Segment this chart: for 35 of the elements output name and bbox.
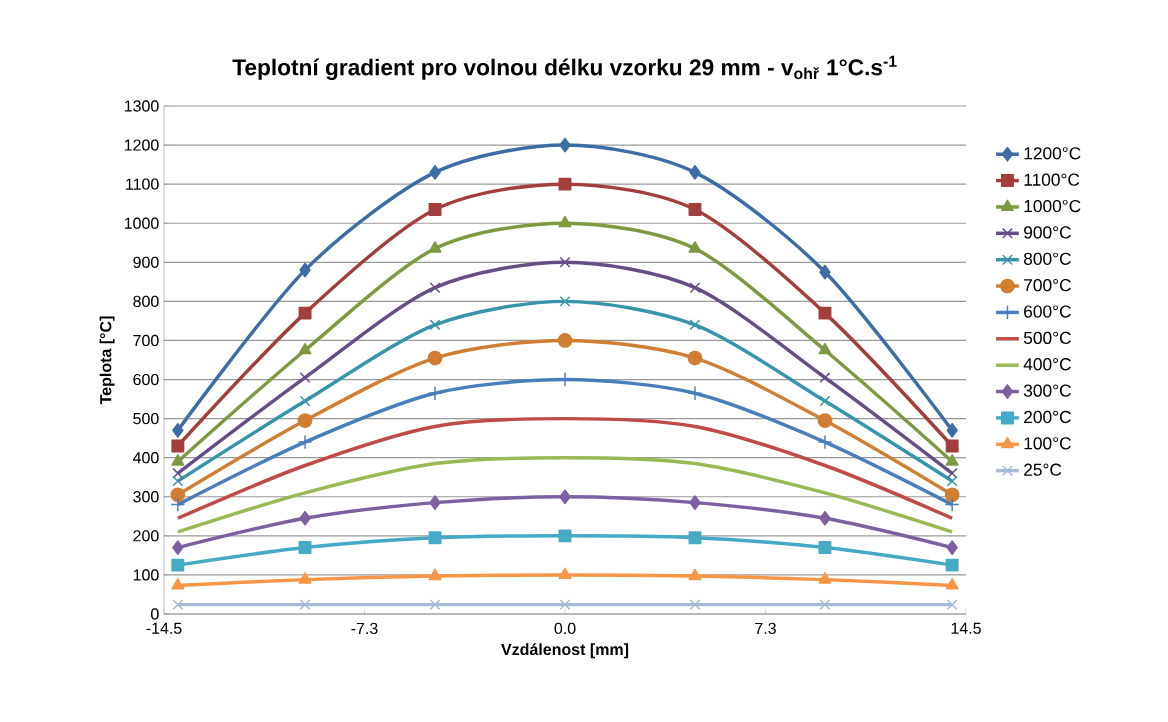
y-axis-title: Teplota [°C] <box>99 316 115 405</box>
y-tick-label: 1100 <box>126 178 159 190</box>
legend-label: 1200°C <box>1024 147 1081 160</box>
legend-label: 200°C <box>1024 410 1071 424</box>
legend-label: 700°C <box>1024 279 1071 292</box>
legend-label: 300°C <box>1023 384 1071 397</box>
legend-label: 500°C <box>1023 331 1071 345</box>
y-tick-label: 600 <box>133 373 159 386</box>
legend-label: 400°C <box>1023 358 1071 371</box>
y-tick-label: 1200 <box>124 139 159 151</box>
chart-title: Teplotní gradient pro volnou délku vzorku 29 mm - v$_{ohř}$ 1°C.s$^{-1}$ <box>232 55 897 80</box>
y-tick-label: 300 <box>133 491 159 503</box>
legend-label: 1000°C <box>1024 199 1081 213</box>
y-tick-label: 800 <box>133 295 159 308</box>
y-tick-label: 200 <box>133 530 159 542</box>
legend-label: 800°C <box>1023 252 1071 265</box>
y-tick-label: 1000 <box>124 217 159 229</box>
x-tick-label: -14.5 <box>146 622 182 634</box>
y-tick-label: 400 <box>132 452 159 464</box>
x-tick-label: 14.5 <box>951 622 981 634</box>
y-tick-label: 500 <box>133 412 159 425</box>
x-axis-title: Vzdálenost [mm] <box>501 643 629 659</box>
x-tick-label: 0.0 <box>554 622 576 635</box>
y-tick-label: 1300 <box>124 100 159 112</box>
y-tick-label: 0 <box>151 608 159 620</box>
x-tick-label: -7.3 <box>351 622 378 635</box>
legend-label: 1100°C <box>1024 173 1080 186</box>
legend-label: 600°C <box>1024 305 1071 318</box>
y-tick-label: 900 <box>133 256 159 268</box>
y-tick-label: 100 <box>133 569 159 581</box>
legend-label: 900°C <box>1024 226 1071 239</box>
x-tick-label: 7.3 <box>755 622 776 635</box>
legend-label: 100°C <box>1024 437 1071 450</box>
legend-label: 25°C <box>1024 463 1062 476</box>
y-tick-label: 700 <box>133 334 159 347</box>
